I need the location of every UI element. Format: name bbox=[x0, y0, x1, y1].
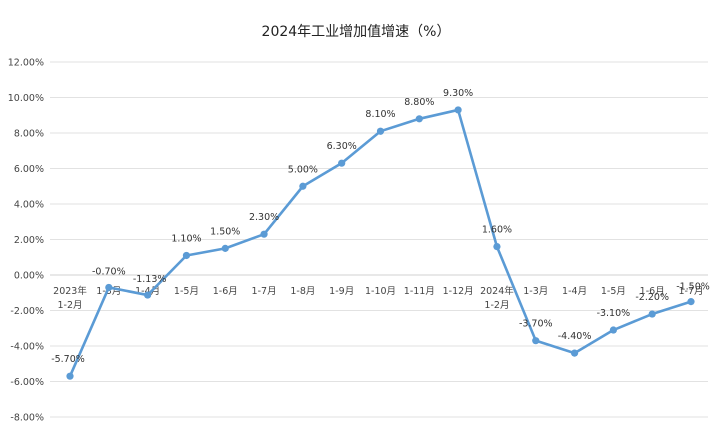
x-tick-label: 1-5月 bbox=[601, 286, 626, 297]
data-label: -3.70% bbox=[519, 319, 553, 330]
x-tick-label: 1-6月 bbox=[213, 286, 238, 297]
y-axis-ticks: 12.00% 10.00% 8.00% 6.00% 4.00% 2.00% 0.00% -2.… bbox=[8, 58, 44, 424]
x-tick-label: 1-7月 bbox=[678, 286, 703, 297]
y-tick-label: 12.00% bbox=[8, 58, 44, 69]
data-label: -4.40% bbox=[558, 331, 592, 342]
data-label: -1.13% bbox=[133, 274, 167, 285]
series-line-layer bbox=[68, 108, 693, 378]
data-point bbox=[66, 372, 74, 380]
data-point bbox=[454, 106, 462, 114]
data-point bbox=[687, 298, 695, 306]
data-label: -2.20% bbox=[635, 292, 669, 303]
data-label: 8.80% bbox=[404, 97, 434, 108]
data-label: -1.50% bbox=[676, 282, 710, 293]
data-point bbox=[182, 251, 191, 260]
data-point bbox=[493, 243, 501, 251]
data-point bbox=[376, 127, 385, 135]
y-tick-label: -8.00% bbox=[10, 413, 44, 424]
data-points bbox=[66, 106, 695, 380]
x-tick-label: 1-8月 bbox=[290, 286, 315, 297]
data-label: 8.10% bbox=[365, 109, 395, 120]
data-point bbox=[299, 182, 307, 190]
data-label: 1.50% bbox=[210, 226, 240, 237]
y-tick-label: 6.00% bbox=[14, 164, 44, 175]
x-tick-label: 1-12月 bbox=[443, 286, 474, 297]
chart-title: 2024年工业增加值增速（%） bbox=[262, 24, 451, 40]
data-point bbox=[338, 159, 346, 167]
x-tick-label: 2023年 bbox=[53, 285, 87, 297]
data-label: 9.30% bbox=[443, 88, 473, 99]
x-tick-label: 1-4月 bbox=[562, 286, 587, 297]
data-label: 6.30% bbox=[327, 141, 357, 152]
data-label: 2.30% bbox=[249, 212, 279, 223]
x-tick-label: 1-5月 bbox=[174, 286, 199, 297]
data-label: 1.60% bbox=[482, 225, 512, 236]
y-tick-label: 8.00% bbox=[14, 129, 44, 140]
x-tick-label: 1-10月 bbox=[365, 286, 396, 297]
data-point bbox=[221, 244, 229, 252]
y-tick-label: 4.00% bbox=[14, 200, 44, 211]
y-tick-label: -2.00% bbox=[10, 306, 44, 317]
series-line bbox=[68, 108, 693, 378]
data-point bbox=[415, 115, 423, 123]
data-point bbox=[260, 230, 268, 238]
data-labels: -5.70% -0.70% -1.13% 1.10% 1.50% 2.30% 5.00% 6.… bbox=[51, 88, 710, 365]
y-tick-label: 2.00% bbox=[14, 235, 44, 246]
data-point bbox=[609, 326, 617, 334]
data-point bbox=[648, 310, 656, 318]
x-tick-label: 2024年 bbox=[480, 285, 514, 297]
data-label: 5.00% bbox=[288, 164, 318, 175]
x-tick-label: 1-3月 bbox=[523, 286, 548, 297]
gridlines bbox=[50, 61, 708, 418]
data-label: -0.70% bbox=[92, 266, 126, 277]
x-tick-label: 1-2月 bbox=[57, 300, 82, 311]
data-point bbox=[105, 283, 113, 292]
x-tick-label: 1-3月 bbox=[96, 286, 121, 297]
data-point bbox=[570, 349, 579, 357]
y-tick-label: 0.00% bbox=[14, 271, 44, 282]
data-label: -3.10% bbox=[597, 308, 631, 319]
x-tick-label: 1-2月 bbox=[484, 300, 509, 311]
data-label: -5.70% bbox=[51, 354, 85, 365]
x-tick-label: 1-9月 bbox=[329, 286, 354, 297]
x-tick-label: 1-7月 bbox=[252, 286, 277, 297]
y-tick-label: -6.00% bbox=[10, 377, 44, 388]
y-tick-label: 10.00% bbox=[8, 93, 44, 104]
x-tick-label: 1-6月 bbox=[640, 286, 665, 297]
y-tick-label: -4.00% bbox=[10, 342, 44, 353]
data-label: 1.10% bbox=[171, 233, 201, 244]
data-point bbox=[144, 291, 152, 299]
data-point bbox=[532, 337, 540, 345]
x-tick-label: 1-11月 bbox=[404, 286, 435, 297]
